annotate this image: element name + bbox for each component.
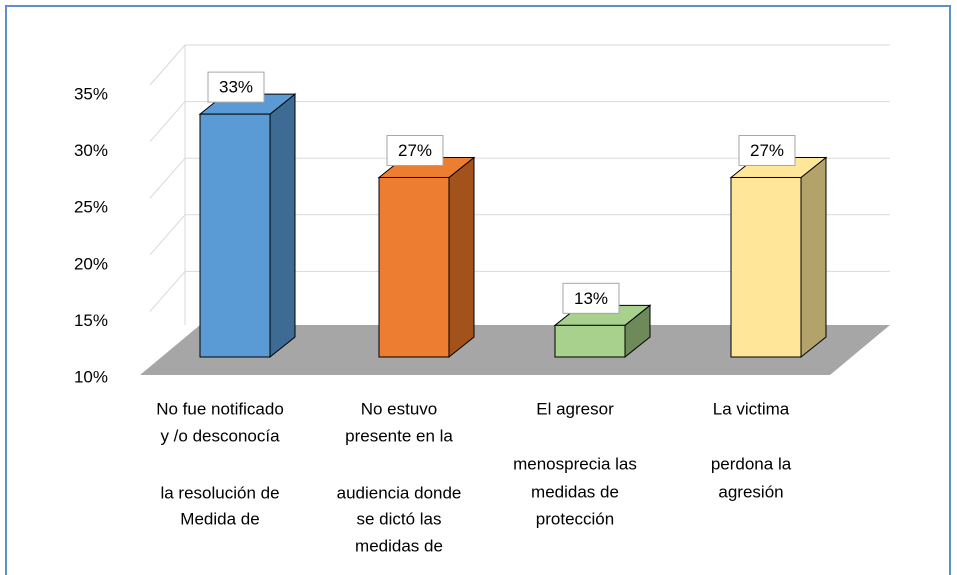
y-tick-label: 10% — [74, 367, 108, 386]
bar — [378, 176, 450, 358]
y-tick-label: 30% — [74, 141, 108, 160]
x-tick-label: La victima — [713, 399, 790, 418]
value-label: 33% — [219, 78, 253, 97]
value-label-box — [738, 134, 796, 166]
grid-line — [149, 101, 186, 142]
bar-side — [448, 156, 475, 359]
x-tick-label: audiencia donde — [337, 483, 462, 502]
value-label: 13% — [574, 289, 608, 308]
bar — [730, 176, 802, 358]
y-tick-label: 20% — [74, 254, 108, 273]
x-tick-label: la resolución de — [160, 483, 279, 502]
value-label-box — [386, 134, 444, 166]
x-tick-label: medidas de — [355, 536, 443, 555]
x-tick-label: menosprecia las — [513, 454, 637, 473]
x-tick-label: No estuvo — [361, 399, 438, 418]
bar — [554, 324, 626, 358]
x-tick-label: Medida de — [180, 509, 259, 528]
floor — [140, 325, 890, 375]
value-label-box — [562, 282, 620, 314]
value-label: 27% — [398, 141, 432, 160]
x-tick-label: protección — [536, 509, 614, 528]
x-tick-label: medidas de — [531, 482, 619, 501]
grid-line — [149, 214, 186, 256]
x-tick-label: y /o desconocía — [160, 426, 280, 445]
bar-side — [800, 156, 827, 359]
value-label: 27% — [750, 141, 784, 160]
y-tick-label: 25% — [74, 198, 108, 217]
y-tick-label: 35% — [74, 84, 108, 103]
value-label-box — [207, 71, 265, 103]
x-tick-label: El agresor — [536, 399, 614, 418]
grid-line — [149, 44, 186, 86]
y-tick-label: 15% — [74, 311, 108, 330]
x-tick-label: se dictó las — [356, 509, 441, 528]
bar — [199, 113, 271, 358]
grid-line — [149, 271, 186, 312]
x-tick-label: presente en la — [345, 426, 453, 445]
bar-side — [269, 93, 296, 359]
grid-line — [149, 157, 186, 199]
x-tick-label: agresión — [718, 482, 783, 501]
x-tick-label: No fue notificado — [156, 399, 284, 418]
x-tick-label: perdona la — [711, 454, 792, 473]
